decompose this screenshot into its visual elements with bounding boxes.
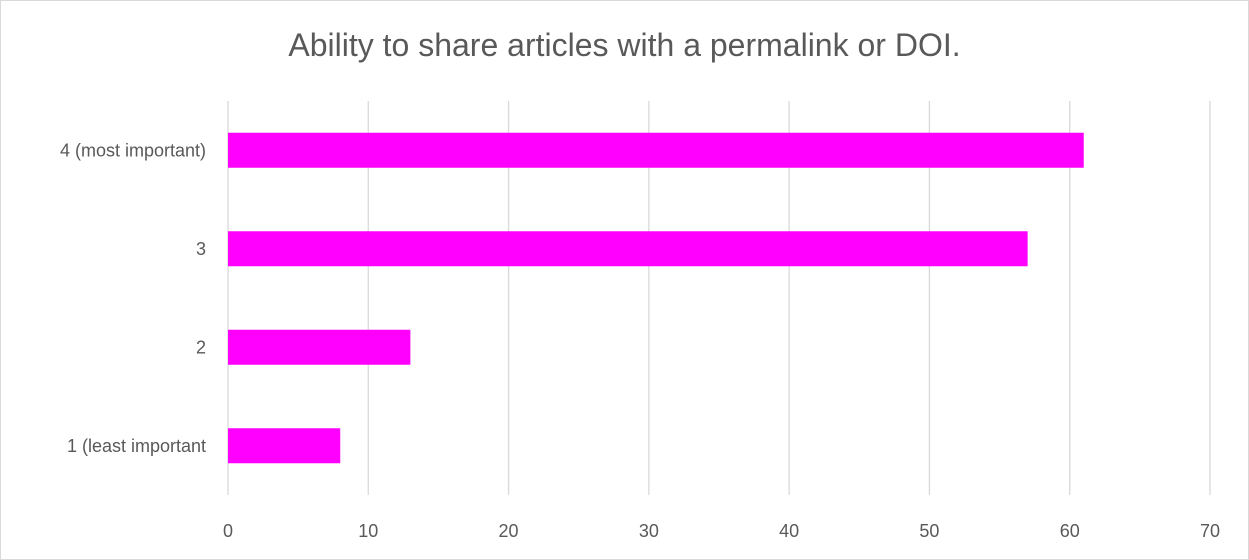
x-tick-label: 10	[358, 521, 378, 541]
chart-title: Ability to share articles with a permali…	[288, 27, 961, 63]
x-tick-label: 40	[779, 521, 799, 541]
y-axis-categories: 4 (most important) 3 2 1 (least important	[60, 140, 206, 456]
bar-3	[228, 428, 341, 464]
y-category-label: 4 (most important)	[60, 140, 206, 160]
x-tick-label: 0	[223, 521, 233, 541]
x-tick-label: 30	[639, 521, 659, 541]
y-category-label: 3	[196, 239, 206, 259]
bar-2	[228, 329, 411, 365]
y-category-label: 1 (least important	[67, 436, 206, 456]
y-category-label: 2	[196, 337, 206, 357]
bar-1	[228, 231, 1028, 267]
x-tick-label: 50	[919, 521, 939, 541]
x-axis-ticks: 0 10 20 30 40 50 60 70	[223, 521, 1220, 541]
bar-0	[228, 132, 1084, 168]
x-tick-label: 20	[499, 521, 519, 541]
x-tick-label: 60	[1060, 521, 1080, 541]
x-tick-label: 70	[1200, 521, 1220, 541]
bars	[228, 132, 1084, 464]
